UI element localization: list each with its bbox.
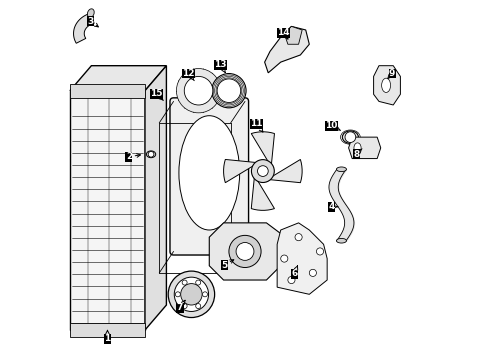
Polygon shape	[264, 159, 302, 183]
Polygon shape	[251, 132, 274, 171]
Polygon shape	[209, 223, 281, 280]
Circle shape	[288, 276, 295, 284]
Text: 14: 14	[277, 28, 290, 39]
Text: 8: 8	[353, 149, 362, 159]
Ellipse shape	[382, 78, 391, 93]
Ellipse shape	[179, 116, 240, 230]
Circle shape	[182, 303, 187, 309]
Circle shape	[148, 152, 154, 157]
Text: 7: 7	[177, 300, 185, 312]
Circle shape	[181, 284, 202, 305]
Text: 11: 11	[250, 119, 263, 132]
Circle shape	[217, 79, 241, 103]
Text: 2: 2	[126, 152, 141, 161]
Polygon shape	[70, 66, 167, 91]
Text: 12: 12	[182, 69, 195, 81]
Polygon shape	[223, 159, 262, 183]
Ellipse shape	[354, 143, 361, 153]
Polygon shape	[70, 323, 145, 337]
Circle shape	[281, 255, 288, 262]
Circle shape	[317, 248, 323, 255]
Circle shape	[345, 132, 356, 143]
Circle shape	[202, 292, 207, 297]
Ellipse shape	[343, 131, 358, 143]
Text: 3: 3	[88, 17, 98, 27]
Circle shape	[175, 292, 180, 297]
Circle shape	[196, 280, 201, 285]
Circle shape	[236, 243, 254, 260]
Circle shape	[196, 303, 201, 309]
Circle shape	[168, 271, 215, 318]
Polygon shape	[277, 223, 327, 294]
Text: 1: 1	[104, 330, 111, 343]
FancyBboxPatch shape	[170, 98, 248, 255]
Polygon shape	[373, 66, 400, 105]
Circle shape	[258, 166, 268, 176]
Circle shape	[174, 277, 209, 311]
Polygon shape	[74, 13, 94, 43]
Circle shape	[176, 68, 220, 113]
Polygon shape	[70, 84, 145, 98]
Circle shape	[184, 76, 213, 105]
Text: 15: 15	[150, 89, 163, 100]
Ellipse shape	[337, 167, 346, 172]
Polygon shape	[251, 172, 274, 210]
Ellipse shape	[337, 238, 346, 243]
Ellipse shape	[147, 151, 156, 158]
Text: 6: 6	[291, 266, 298, 278]
Text: 5: 5	[221, 260, 234, 270]
Polygon shape	[265, 26, 309, 73]
Ellipse shape	[87, 9, 94, 18]
Text: 13: 13	[215, 60, 227, 73]
Circle shape	[212, 73, 246, 108]
Circle shape	[251, 159, 274, 183]
Polygon shape	[348, 137, 381, 158]
Circle shape	[295, 234, 302, 241]
Text: 4: 4	[328, 202, 338, 211]
Circle shape	[229, 235, 261, 267]
Polygon shape	[145, 66, 167, 330]
Text: 9: 9	[388, 69, 395, 78]
Circle shape	[309, 269, 317, 276]
Polygon shape	[284, 26, 302, 44]
Polygon shape	[70, 91, 145, 330]
Circle shape	[182, 280, 187, 285]
Text: 10: 10	[325, 121, 341, 130]
